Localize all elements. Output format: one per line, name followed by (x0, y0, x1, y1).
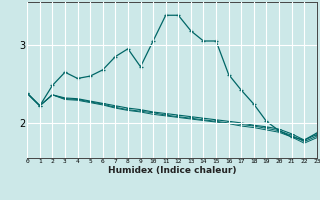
X-axis label: Humidex (Indice chaleur): Humidex (Indice chaleur) (108, 166, 236, 175)
